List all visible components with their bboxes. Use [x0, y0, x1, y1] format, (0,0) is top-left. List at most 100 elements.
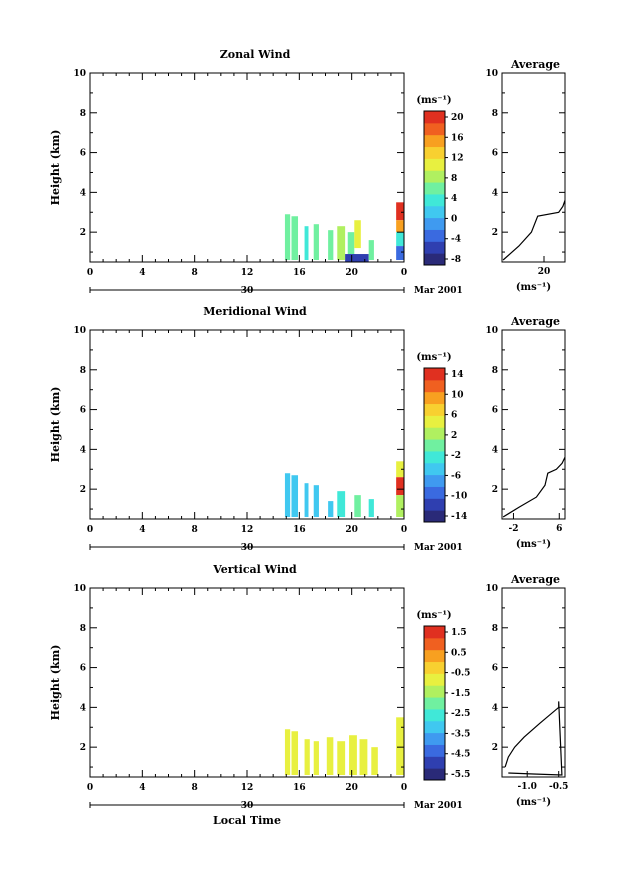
- average-y-tick-label: 4: [492, 445, 498, 455]
- average-y-tick-label: 6: [492, 664, 498, 674]
- data-block: [396, 495, 404, 518]
- x-tick-label: 8: [192, 525, 198, 535]
- x-tick-label: 12: [241, 783, 254, 793]
- colorbar-label: -3.5: [451, 729, 470, 739]
- colorbar-label: -4: [451, 235, 461, 245]
- data-block: [396, 461, 404, 478]
- data-block: [354, 220, 361, 249]
- colorbar-unit: (ms⁻¹): [416, 95, 451, 106]
- y-tick-label: 6: [80, 406, 86, 416]
- colorbar-label: 20: [451, 113, 464, 123]
- colorbar-segment: [424, 217, 445, 230]
- average-y-tick-label: 2: [492, 228, 498, 238]
- panel-title: Vertical Wind: [212, 563, 297, 576]
- data-block: [359, 739, 368, 776]
- data-block: [337, 226, 346, 261]
- data-block: [328, 230, 334, 261]
- data-block: [284, 729, 291, 776]
- average-y-tick-label: 10: [485, 69, 498, 79]
- average-y-tick-label: 2: [492, 743, 498, 753]
- colorbar-segment: [424, 708, 445, 722]
- average-title: Average: [510, 573, 560, 586]
- x-tick-label: 4: [139, 268, 145, 278]
- colorbar-label: -2: [451, 451, 461, 461]
- colorbar-label: 2: [451, 431, 457, 441]
- data-block: [396, 717, 404, 776]
- data-block: [396, 202, 404, 221]
- colorbar-label: 1.5: [451, 628, 467, 638]
- data-block: [349, 735, 357, 776]
- colorbar-segment: [424, 158, 445, 171]
- data-block: [291, 216, 299, 261]
- colorbar-label: -1.5: [451, 689, 470, 699]
- x-tick-label: 0: [401, 268, 407, 278]
- colorbar-segment: [424, 368, 445, 381]
- colorbar-segment: [424, 486, 445, 499]
- colorbar-segment: [424, 111, 445, 124]
- panel-title: Zonal Wind: [220, 48, 291, 61]
- colorbar-segment: [424, 673, 445, 686]
- average-y-tick-label: 8: [492, 366, 498, 376]
- x-tick-label: 12: [241, 268, 254, 278]
- average-y-tick-label: 8: [492, 109, 498, 119]
- average-x-label: (ms⁻¹): [516, 539, 551, 550]
- y-tick-label: 8: [80, 109, 86, 119]
- data-block: [304, 739, 310, 776]
- x-tick-label: 4: [139, 783, 145, 793]
- colorbar-segment: [424, 205, 445, 219]
- colorbar-frame: [423, 367, 446, 523]
- data-block: [371, 747, 378, 776]
- colorbar-segment: [424, 637, 445, 651]
- average-x-tick-label: 6: [556, 524, 562, 534]
- x-tick-label: 16: [293, 783, 306, 793]
- average-y-tick-label: 10: [485, 584, 498, 594]
- panel-1: Meridional Wind 0 4 8 12 16 20 0 30 Mar 2001 2 4 6 8 1…: [49, 305, 566, 553]
- colorbar-label: 10: [451, 390, 464, 400]
- colorbar-label: 0: [451, 214, 457, 224]
- x-axis-label: Local Time: [213, 814, 281, 827]
- data-block: [345, 254, 369, 262]
- colorbar-segment: [424, 756, 445, 769]
- data-block: [396, 232, 404, 247]
- date-label: 30: [241, 801, 254, 811]
- colorbar-segment: [424, 229, 445, 242]
- data-block: [337, 741, 346, 776]
- colorbar-segment: [424, 391, 445, 405]
- colorbar-segment: [424, 403, 445, 416]
- y-tick-label: 10: [73, 584, 86, 594]
- colorbar-label: -8: [451, 255, 461, 265]
- colorbar-label: -10: [451, 492, 467, 502]
- colorbar-segment: [424, 685, 445, 698]
- colorbar-unit: (ms⁻¹): [416, 610, 451, 621]
- data-block: [313, 741, 319, 776]
- average-frame: [501, 329, 566, 520]
- data-block: [304, 226, 309, 261]
- colorbar-segment: [424, 241, 445, 254]
- colorbar-unit: (ms⁻¹): [416, 352, 451, 363]
- average-y-tick-label: 4: [492, 703, 498, 713]
- x-tick-label: 0: [87, 268, 93, 278]
- x-tick-label: 0: [401, 783, 407, 793]
- average-x-label: (ms⁻¹): [516, 282, 551, 293]
- y-axis-label: Height (km): [49, 387, 62, 463]
- y-tick-label: 2: [80, 743, 86, 753]
- colorbar-segment: [424, 626, 445, 639]
- data-block: [396, 220, 404, 233]
- month-label: Mar 2001: [414, 801, 463, 811]
- colorbar-segment: [424, 498, 445, 511]
- colorbar-segment: [424, 146, 445, 159]
- x-tick-label: 0: [87, 783, 93, 793]
- data-block: [284, 473, 291, 518]
- x-tick-label: 0: [401, 525, 407, 535]
- plot-frame: [89, 329, 405, 520]
- colorbar-segment: [424, 415, 445, 428]
- x-tick-label: 0: [87, 525, 93, 535]
- colorbar-label: 14: [451, 370, 464, 380]
- y-tick-label: 6: [80, 664, 86, 674]
- colorbar-segment: [424, 510, 445, 523]
- average-x-tick-label: -1.0: [517, 782, 536, 792]
- average-y-tick-label: 2: [492, 485, 498, 495]
- month-label: Mar 2001: [414, 286, 463, 296]
- data-block: [328, 501, 334, 518]
- x-tick-label: 20: [345, 268, 358, 278]
